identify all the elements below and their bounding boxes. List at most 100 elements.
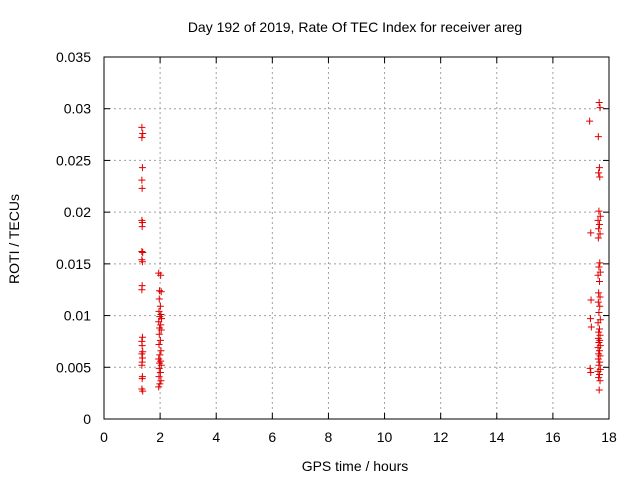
y-tick-label: 0 <box>83 411 91 427</box>
y-tick-label: 0.005 <box>56 359 91 375</box>
data-point <box>595 361 603 369</box>
y-tick-label: 0.03 <box>64 101 91 117</box>
data-point <box>139 387 147 395</box>
data-point <box>156 287 164 295</box>
data-point <box>138 223 146 231</box>
data-point <box>594 355 602 363</box>
data-point <box>157 377 165 385</box>
y-tick-label: 0.015 <box>56 256 91 272</box>
data-point <box>586 315 594 323</box>
data-point <box>138 350 146 358</box>
data-point <box>138 333 146 341</box>
data-point <box>138 164 146 172</box>
data-point <box>586 117 594 125</box>
data-point <box>595 263 603 271</box>
data-point <box>595 225 603 233</box>
data-point <box>594 344 602 352</box>
x-tick-label: 14 <box>489 429 505 445</box>
x-tick-label: 16 <box>545 429 561 445</box>
data-point <box>156 336 164 344</box>
data-point <box>595 164 603 172</box>
data-point <box>157 288 165 296</box>
data-point <box>596 259 604 267</box>
data-point <box>595 221 603 229</box>
data-point <box>138 286 146 294</box>
data-point <box>595 277 603 285</box>
data-point <box>138 375 146 383</box>
x-tick-label: 6 <box>268 429 276 445</box>
x-tick-label: 8 <box>325 429 333 445</box>
y-tick-label: 0.035 <box>56 49 91 65</box>
data-point <box>156 351 164 359</box>
data-point <box>596 358 604 366</box>
data-point <box>155 364 163 372</box>
data-point <box>138 361 146 369</box>
grid-layer <box>104 57 609 419</box>
data-point <box>138 134 146 142</box>
data-point <box>156 368 164 376</box>
y-axis-title: ROTI / TECUs <box>6 194 22 284</box>
x-tick-label: 12 <box>433 429 449 445</box>
data-point <box>157 321 165 329</box>
data-point <box>596 352 604 360</box>
data-point <box>596 173 604 181</box>
x-tick-label: 10 <box>377 429 393 445</box>
data-point <box>596 302 604 310</box>
data-point <box>138 247 146 255</box>
y-tick-label: 0.025 <box>56 152 91 168</box>
data-point <box>138 342 146 350</box>
data-point <box>594 133 602 141</box>
data-point <box>587 368 595 376</box>
y-tick-label: 0.02 <box>64 204 91 220</box>
x-axis-title: GPS time / hours <box>302 458 409 474</box>
data-point <box>595 371 603 379</box>
data-point <box>595 374 603 382</box>
data-point <box>587 296 595 304</box>
data-point <box>594 216 602 224</box>
x-tick-label: 18 <box>601 429 617 445</box>
data-point <box>596 212 604 220</box>
data-point <box>138 176 146 184</box>
data-point <box>138 123 146 131</box>
data-point <box>156 302 164 310</box>
data-point <box>596 230 604 238</box>
data-point <box>155 383 163 391</box>
data-point <box>594 367 602 375</box>
data-point <box>138 258 146 266</box>
data-point <box>595 328 603 336</box>
data-point <box>155 330 163 338</box>
data-point <box>156 380 164 388</box>
x-tick-label: 2 <box>156 429 164 445</box>
data-point <box>139 248 147 256</box>
x-tick-label: 4 <box>212 429 220 445</box>
data-point <box>157 326 165 334</box>
data-point <box>587 229 595 237</box>
data-point <box>157 347 165 355</box>
data-point <box>594 298 602 306</box>
data-point <box>594 319 602 327</box>
data-point <box>586 364 594 372</box>
data-point <box>594 234 602 242</box>
data-point <box>595 99 603 107</box>
data-point <box>595 347 603 355</box>
data-point <box>595 386 603 394</box>
y-axis-tick-labels: 0 0.005 0.01 0.015 0.02 0.025 0.03 0.035 <box>56 49 91 427</box>
data-point <box>138 184 146 192</box>
x-axis-tick-labels: 0 2 4 6 8 10 12 14 16 18 <box>100 429 617 445</box>
data-point <box>596 377 604 385</box>
data-point <box>595 207 603 215</box>
data-points <box>138 99 604 395</box>
data-point <box>155 373 163 381</box>
data-point <box>595 308 603 316</box>
plot-frame <box>103 56 610 420</box>
data-point <box>595 338 603 346</box>
x-tick-label: 0 <box>100 429 108 445</box>
data-point <box>139 130 147 138</box>
data-point <box>595 169 603 177</box>
data-point <box>596 293 604 301</box>
data-point <box>155 341 163 349</box>
data-point <box>595 325 603 333</box>
data-point <box>595 289 603 297</box>
data-point <box>587 323 595 331</box>
